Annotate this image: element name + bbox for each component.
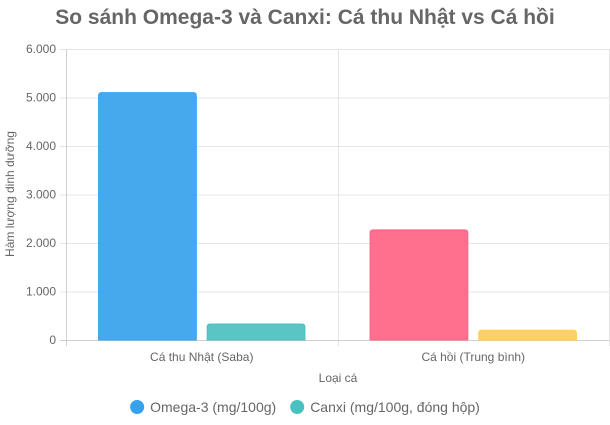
y-tick-label: 5.000 xyxy=(26,91,56,105)
bars xyxy=(98,92,577,341)
bar-omega3-0[interactable] xyxy=(98,92,197,341)
legend-marker xyxy=(290,400,305,414)
y-axis-ticks: 0 1.000 2.000 3.000 4.000 5.000 6.000 xyxy=(26,42,56,347)
y-tick-label: 6.000 xyxy=(26,42,56,56)
x-tick-label: Cá thu Nhật (Saba) xyxy=(150,350,253,364)
bar-omega3-1[interactable] xyxy=(369,229,469,341)
bar-canxi-1[interactable] xyxy=(478,329,577,341)
y-tick-label: 0 xyxy=(49,333,56,347)
x-axis-title: Loại cá xyxy=(319,371,358,385)
chart-title: So sánh Omega-3 và Canxi: Cá thu Nhật vs… xyxy=(55,6,554,29)
bar-canxi-0[interactable] xyxy=(206,323,306,341)
legend-item-canxi[interactable]: Canxi (mg/100g, đóng hộp) xyxy=(290,399,480,415)
y-tick-label: 1.000 xyxy=(26,285,56,299)
y-tick-label: 4.000 xyxy=(26,139,56,153)
legend-label: Omega-3 (mg/100g) xyxy=(150,399,276,415)
y-axis-title: Hàm lượng dinh dưỡng xyxy=(3,131,17,257)
y-tick-label: 3.000 xyxy=(26,188,56,202)
x-tick-label: Cá hồi (Trung bình) xyxy=(421,350,525,364)
y-tick-label: 2.000 xyxy=(26,236,56,250)
legend[interactable]: Omega-3 (mg/100g) Canxi (mg/100g, đóng hộ… xyxy=(130,399,480,415)
legend-item-omega3[interactable]: Omega-3 (mg/100g) xyxy=(130,399,276,415)
x-axis-ticks: Cá thu Nhật (Saba) Cá hồi (Trung bình) xyxy=(150,350,525,364)
legend-label: Canxi (mg/100g, đóng hộp) xyxy=(310,399,480,415)
legend-marker xyxy=(130,400,145,414)
